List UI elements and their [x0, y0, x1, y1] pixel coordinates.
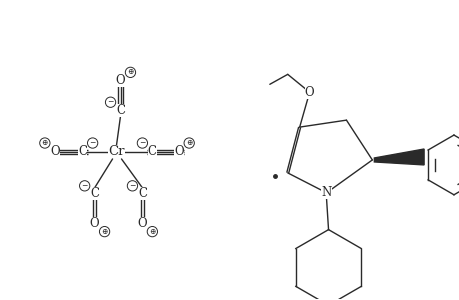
Text: C: C — [90, 187, 99, 200]
Text: −: − — [81, 182, 88, 190]
Text: C: C — [78, 146, 87, 158]
Text: O: O — [174, 146, 184, 158]
Text: C: C — [116, 104, 125, 117]
Text: N: N — [321, 186, 331, 199]
Text: −: − — [107, 98, 113, 106]
Text: C: C — [138, 187, 146, 200]
Text: −: − — [139, 139, 146, 147]
Text: ⊕: ⊕ — [149, 228, 155, 236]
Polygon shape — [374, 149, 423, 165]
Text: O: O — [90, 217, 99, 230]
Text: O: O — [137, 217, 147, 230]
Text: O: O — [116, 74, 125, 87]
Text: −: − — [129, 182, 135, 190]
Text: ⊕: ⊕ — [101, 228, 107, 236]
Text: O: O — [304, 86, 314, 99]
Text: −: − — [89, 139, 95, 147]
Text: ⊕: ⊕ — [127, 68, 134, 76]
Text: ⊕: ⊕ — [185, 139, 192, 147]
Text: C: C — [147, 146, 157, 158]
Text: O: O — [50, 146, 60, 158]
Text: ⊕: ⊕ — [42, 139, 48, 147]
Text: Cr: Cr — [108, 146, 124, 158]
